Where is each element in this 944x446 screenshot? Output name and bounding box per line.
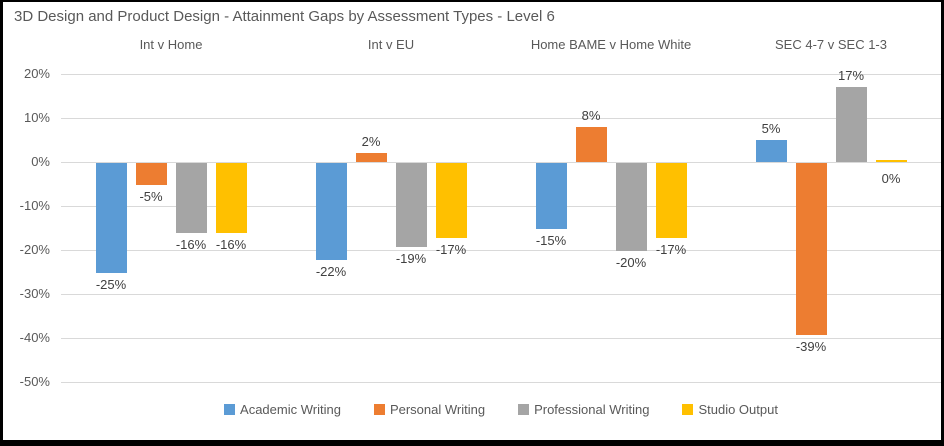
y-axis-tick-label: -50% bbox=[19, 374, 50, 389]
zero-axis-line bbox=[61, 162, 941, 163]
bar-value-label: -16% bbox=[175, 237, 207, 253]
category-label: Int v Home bbox=[139, 37, 203, 52]
bar-professional-writing bbox=[835, 87, 867, 162]
chart-title: 3D Design and Product Design - Attainmen… bbox=[14, 8, 555, 25]
bar-personal-writing bbox=[575, 126, 607, 162]
legend-item: Studio Output bbox=[682, 402, 778, 417]
gridline bbox=[61, 338, 941, 339]
legend-swatch-studio-output bbox=[682, 403, 694, 415]
y-axis-tick-label: -40% bbox=[19, 330, 50, 345]
category-label: Int v EU bbox=[367, 37, 415, 52]
y-axis-tick-label: 10% bbox=[23, 110, 50, 125]
legend-label: Personal Writing bbox=[389, 401, 486, 417]
legend-swatch-personal-writing bbox=[373, 403, 385, 415]
y-axis-tick-label: 0% bbox=[31, 154, 50, 169]
bar-studio-output bbox=[435, 163, 467, 238]
category-label: Home BAME v Home White bbox=[530, 37, 692, 52]
y-axis-tick-label: -20% bbox=[19, 242, 50, 257]
bar-value-label: 0% bbox=[881, 171, 901, 186]
bar-academic-writing bbox=[95, 163, 127, 273]
category-label: SEC 4-7 v SEC 1-3 bbox=[775, 37, 887, 52]
legend-swatch-academic-writing bbox=[224, 403, 236, 415]
bar-academic-writing bbox=[315, 163, 347, 260]
bar-personal-writing bbox=[795, 163, 827, 335]
bar-value-label: -20% bbox=[615, 255, 647, 270]
bar-personal-writing bbox=[135, 163, 167, 185]
bar-value-label: -39% bbox=[795, 338, 827, 354]
bar-academic-writing bbox=[535, 163, 567, 229]
gridline bbox=[61, 294, 941, 295]
bar-value-label: -25% bbox=[95, 277, 127, 292]
legend-label: Academic Writing bbox=[240, 401, 341, 417]
bar-value-label: -5% bbox=[139, 189, 163, 204]
legend: Academic Writing Personal Writing Professi… bbox=[61, 398, 941, 420]
legend-label: Studio Output bbox=[698, 401, 778, 417]
bar-studio-output bbox=[215, 163, 247, 234]
bar-value-label: -17% bbox=[655, 241, 687, 257]
bar-studio-output bbox=[655, 163, 687, 238]
bar-academic-writing bbox=[755, 140, 787, 162]
bar-value-label: -22% bbox=[315, 263, 347, 279]
gridline bbox=[61, 206, 941, 207]
legend-label: Professional Writing bbox=[534, 401, 650, 417]
legend-item: Personal Writing bbox=[373, 401, 486, 417]
bar-value-label: -15% bbox=[535, 233, 567, 248]
legend-item: Academic Writing bbox=[224, 402, 341, 417]
gridline bbox=[61, 74, 941, 75]
bar-value-label: 5% bbox=[761, 121, 781, 136]
bar-value-label: -16% bbox=[215, 237, 247, 253]
legend-swatch-professional-writing bbox=[518, 403, 530, 415]
bar-professional-writing bbox=[395, 163, 427, 247]
bar-value-label: -17% bbox=[435, 241, 467, 257]
y-axis-tick-label: -30% bbox=[19, 286, 50, 301]
bar-value-label: 17% bbox=[837, 68, 865, 84]
y-axis-tick-label: 20% bbox=[23, 66, 50, 81]
bar-personal-writing bbox=[355, 153, 387, 162]
bar-value-label: 8% bbox=[581, 107, 601, 123]
gridline bbox=[61, 250, 941, 251]
bar-value-label: -19% bbox=[395, 250, 427, 266]
gridline bbox=[61, 382, 941, 383]
bar-professional-writing bbox=[175, 163, 207, 234]
gridline bbox=[61, 118, 941, 119]
legend-item: Professional Writing bbox=[518, 402, 649, 417]
y-axis-tick-label: -10% bbox=[19, 198, 50, 213]
bar-value-label: 2% bbox=[361, 134, 381, 150]
bar-studio-output bbox=[875, 160, 907, 162]
bar-professional-writing bbox=[615, 163, 647, 251]
